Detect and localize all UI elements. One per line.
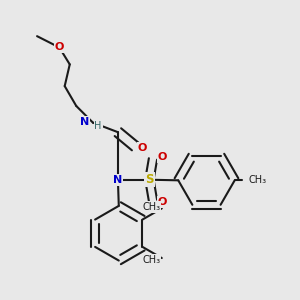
Text: N: N <box>113 175 122 185</box>
Text: CH₃: CH₃ <box>142 202 160 212</box>
Text: CH₃: CH₃ <box>142 254 160 265</box>
Text: N: N <box>80 117 89 127</box>
Text: S: S <box>145 173 154 186</box>
Text: O: O <box>55 43 64 52</box>
Text: O: O <box>137 142 147 153</box>
Text: O: O <box>158 152 167 162</box>
Text: CH₃: CH₃ <box>248 175 266 185</box>
Text: O: O <box>158 197 167 207</box>
Text: H: H <box>94 121 102 131</box>
